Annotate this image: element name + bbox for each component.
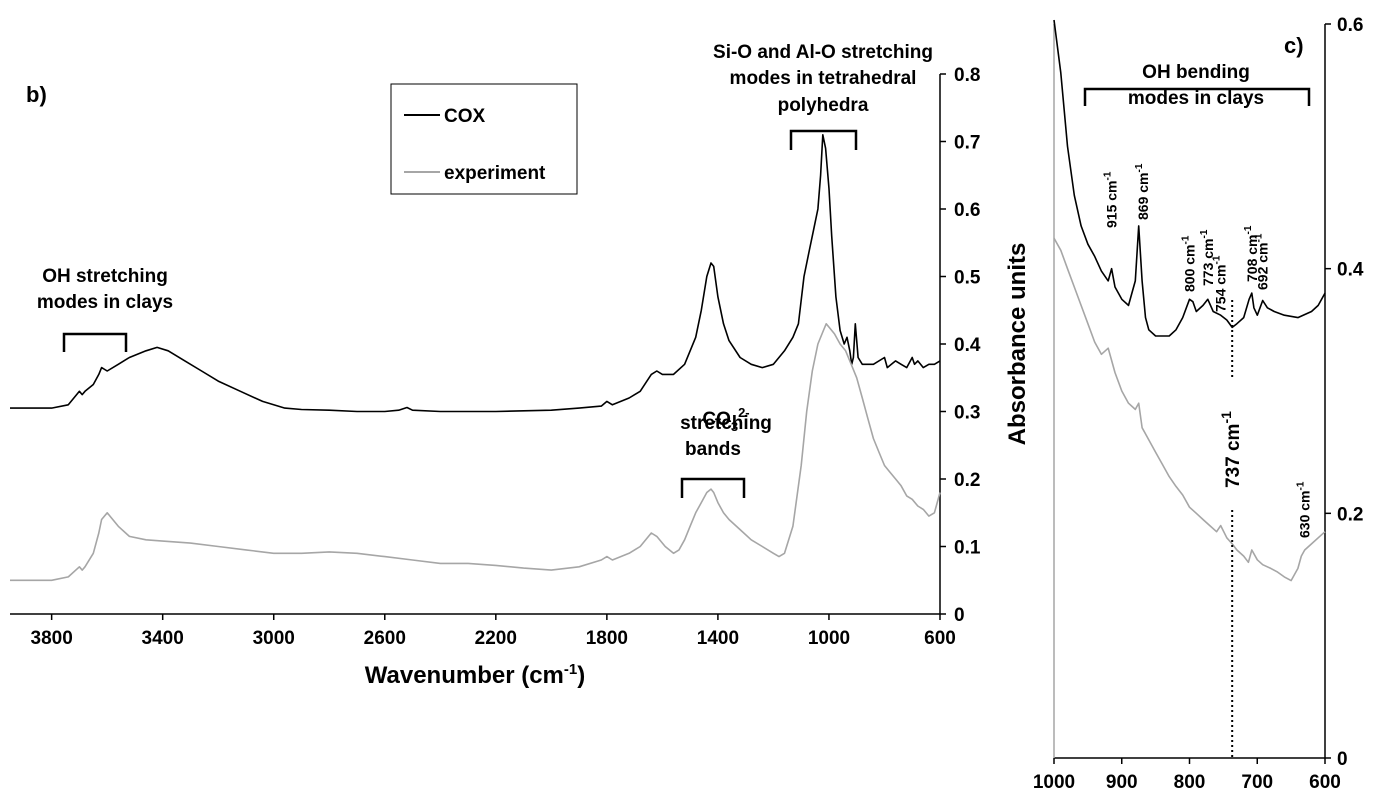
panel-b-y-tick-label: 0.8	[954, 65, 980, 86]
panel-c-y-tick-label: 0	[1337, 749, 1348, 770]
legend-label-cox: COX	[444, 106, 486, 127]
panel-c-x-tick-label: 700	[1241, 772, 1273, 793]
panel-b-x-tick-label: 3800	[31, 628, 73, 649]
panel-c-label: c)	[1284, 33, 1304, 58]
legend: COX experiment	[390, 83, 578, 195]
panel-b-x-tick-label: 2600	[364, 628, 406, 649]
panel-c-y-tick-label: 0.2	[1337, 504, 1363, 525]
peak-label-630: 630 cm-1	[1296, 481, 1313, 538]
panel-c-x-tick-label: 900	[1106, 772, 1138, 793]
legend-label-experiment: experiment	[444, 163, 546, 184]
panel-b-y-tick-label: 0.4	[954, 335, 981, 356]
panel-b-x-tick-label: 3000	[253, 628, 295, 649]
annotation-oh-stretching-line1: OH stretching	[42, 266, 168, 287]
annotation-oh-stretching: OH stretching modes in clays	[37, 266, 173, 352]
panel-c-series-line-black	[1053, 19, 1326, 337]
marker-label-737: 737 cm-1	[1218, 411, 1244, 488]
legend-box	[390, 83, 578, 195]
panel-b-y-tick-label: 0.6	[954, 200, 980, 221]
panel-b-y-tick-label: 0.7	[954, 133, 980, 154]
peak-label-754: 754 cm-1	[1212, 255, 1229, 312]
annotation-co3-formula: CO32-	[702, 405, 749, 434]
panel-b-x-tick-label: 2200	[475, 628, 517, 649]
annotation-sio-line1: Si-O and Al-O stretching	[713, 42, 933, 63]
peak-label-800: 800 cm-1	[1181, 235, 1198, 292]
annotation-co3-line2: stretching	[680, 413, 772, 434]
panel-b-series	[10, 134, 941, 582]
peak-label-869: 869 cm-1	[1134, 163, 1151, 220]
annotation-oh-bending: OH bending modes in clays	[1083, 62, 1311, 109]
panel-c-y-ticks: 0 0.2 0.4 0.6	[1325, 15, 1364, 770]
annotation-sio-line3: polyhedra	[778, 95, 869, 116]
annotation-co3: CO32- . stretching bands	[680, 405, 772, 498]
bracket-oh-stretching	[62, 332, 128, 352]
panel-c-series	[1053, 19, 1326, 582]
panel-c-x-ticks: 1000 900 800 700 600	[1033, 758, 1341, 793]
panel-b-x-tick-label: 1400	[697, 628, 739, 649]
panel-c-x-tick-label: 1000	[1033, 772, 1075, 793]
panel-b-y-tick-label: 0.1	[954, 538, 981, 559]
bracket-co3	[680, 477, 746, 498]
panel-b-x-tick-label: 600	[924, 628, 956, 649]
panel-b-x-tick-label: 1800	[586, 628, 628, 649]
panel-b-chart: b) 3800 3400 3000 2600 2200 1800 1400 1000 600 0…	[10, 42, 1031, 689]
panel-b-y-tick-label: 0	[954, 605, 965, 626]
bracket-oh-bending	[1083, 87, 1311, 106]
annotation-oh-bending-line2: modes in clays	[1128, 88, 1264, 109]
panel-b-label: b)	[26, 82, 47, 107]
bracket-sio	[789, 129, 858, 150]
peak-label-692: 692 cm-1	[1254, 233, 1271, 290]
peak-label-708: 708 cm-1	[1243, 225, 1260, 282]
series-line-cox	[10, 134, 941, 413]
panel-b-x-tick-label: 1000	[808, 628, 850, 649]
annotation-sio: Si-O and Al-O stretching modes in tetrah…	[713, 42, 933, 150]
panel-b-x-tick-label: 3400	[142, 628, 184, 649]
peak-label-915: 915 cm-1	[1103, 171, 1120, 228]
panel-c-y-tick-label: 0.6	[1337, 15, 1363, 36]
panel-b-y-ticks: 0 0.1 0.2 0.3 0.4 0.5 0.6 0.7 0.8	[940, 65, 981, 626]
panel-c-x-tick-label: 800	[1174, 772, 1206, 793]
panel-c-series-line-grey	[1053, 237, 1326, 582]
panel-b-x-ticks: 3800 3400 3000 2600 2200 1800 1400 1000 600	[31, 614, 956, 649]
panel-b-y-tick-label: 0.5	[954, 268, 981, 289]
marker-737: 737 cm-1	[1218, 300, 1244, 758]
annotation-oh-stretching-line2: modes in clays	[37, 292, 173, 313]
panel-b-y-tick-label: 0.3	[954, 403, 980, 424]
annotation-sio-line2: modes in tetrahedral	[730, 68, 917, 89]
panel-c-x-tick-label: 600	[1309, 772, 1341, 793]
panel-b-y-tick-label: 0.2	[954, 470, 980, 491]
series-line-experiment	[10, 322, 941, 582]
annotation-co3-line3: bands	[685, 439, 741, 460]
panel-c-y-tick-label: 0.4	[1337, 260, 1364, 281]
annotation-oh-bending-line1: OH bending	[1142, 62, 1250, 83]
panel-c-chart: c) 1000 900 800 700 600 0 0.2 0.4 0.6 OH bendin…	[1033, 15, 1364, 793]
peak-label-773: 773 cm-1	[1199, 229, 1216, 286]
panel-b-y-label: Absorbance units	[1004, 243, 1031, 446]
panel-b-x-label: Wavenumber (cm-1)	[365, 661, 586, 689]
